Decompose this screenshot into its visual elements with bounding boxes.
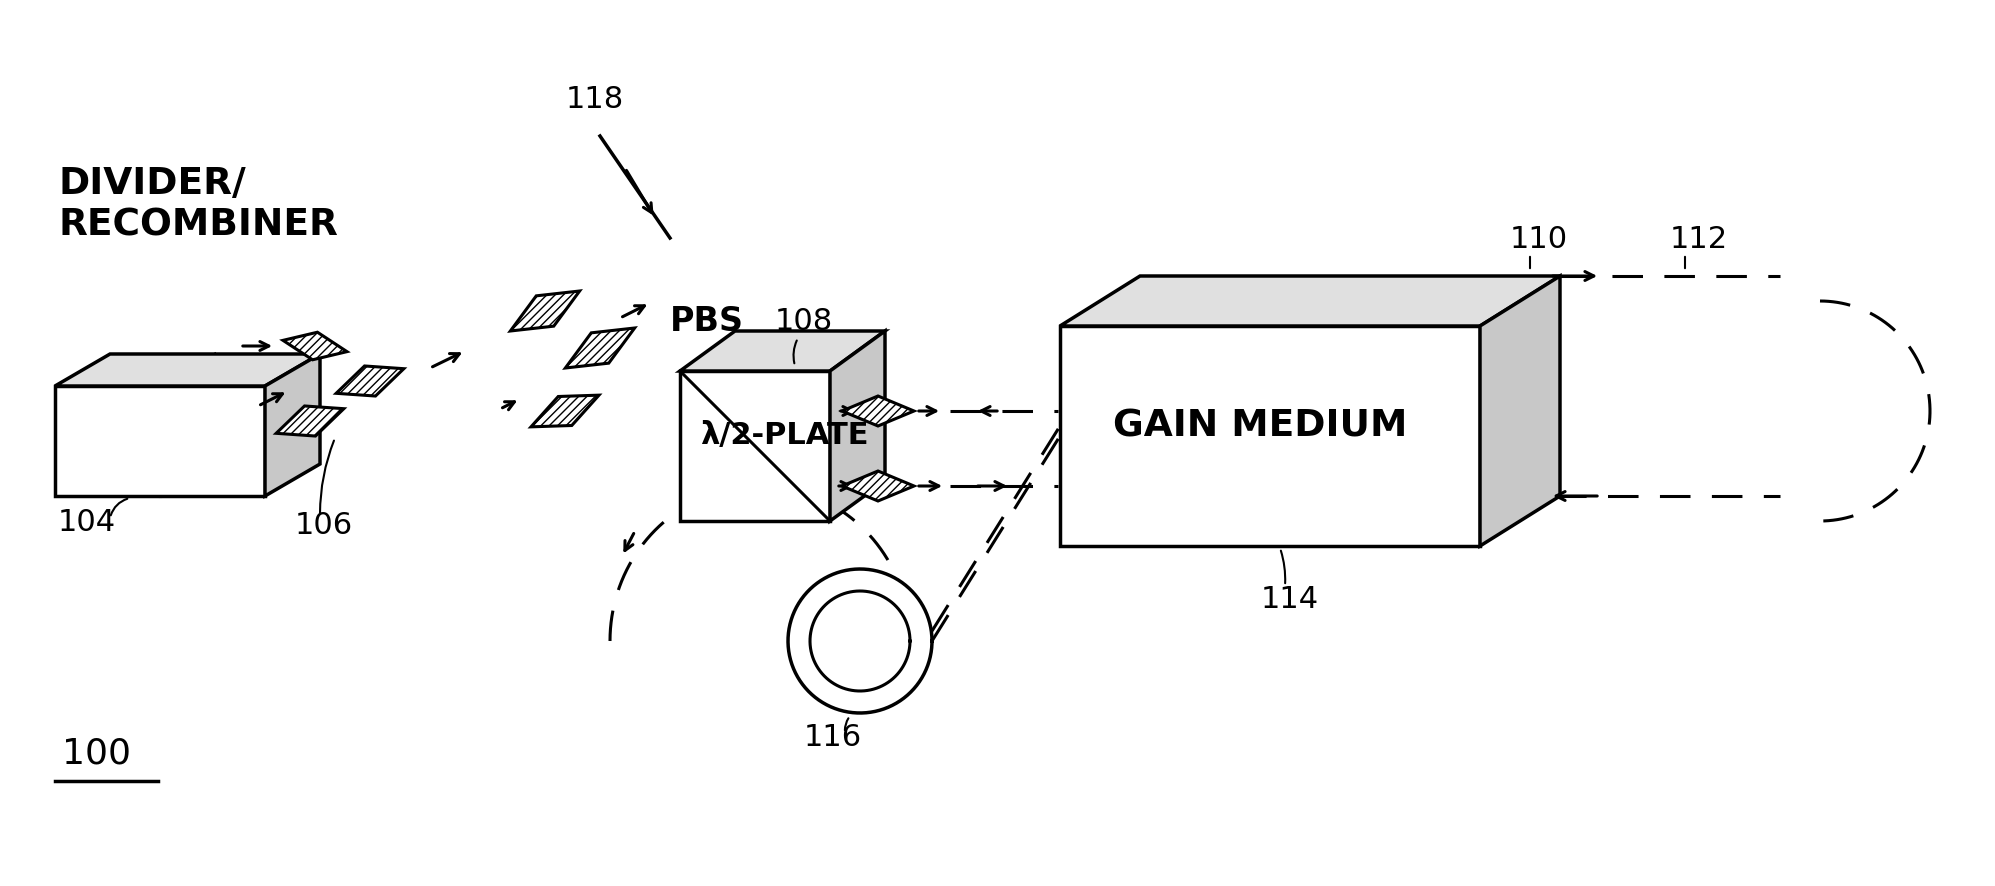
Text: PBS: PBS xyxy=(670,305,744,338)
Polygon shape xyxy=(680,331,886,371)
Text: 114: 114 xyxy=(1261,585,1319,614)
Polygon shape xyxy=(337,366,403,396)
Polygon shape xyxy=(1059,326,1480,546)
Polygon shape xyxy=(680,371,830,521)
Polygon shape xyxy=(1480,276,1560,546)
Text: 118: 118 xyxy=(567,85,624,114)
Polygon shape xyxy=(788,569,932,713)
Polygon shape xyxy=(283,332,347,360)
Text: 106: 106 xyxy=(295,511,353,540)
Polygon shape xyxy=(842,471,914,501)
Text: DIVIDER/
RECOMBINER: DIVIDER/ RECOMBINER xyxy=(58,166,337,244)
Polygon shape xyxy=(265,354,319,496)
Text: 112: 112 xyxy=(1670,225,1728,254)
Polygon shape xyxy=(565,328,634,368)
Text: 110: 110 xyxy=(1510,225,1568,254)
Text: 104: 104 xyxy=(58,508,116,537)
Text: 100: 100 xyxy=(62,737,132,771)
Text: 108: 108 xyxy=(774,307,834,336)
Polygon shape xyxy=(842,396,914,426)
Polygon shape xyxy=(830,331,886,521)
Text: 116: 116 xyxy=(804,723,862,752)
Text: λ/2-PLATE: λ/2-PLATE xyxy=(700,421,868,450)
Polygon shape xyxy=(531,395,598,427)
Polygon shape xyxy=(511,291,581,331)
Text: GAIN MEDIUM: GAIN MEDIUM xyxy=(1113,408,1406,444)
Polygon shape xyxy=(56,386,265,496)
Polygon shape xyxy=(1059,276,1560,326)
Polygon shape xyxy=(56,354,319,386)
Polygon shape xyxy=(275,406,343,436)
